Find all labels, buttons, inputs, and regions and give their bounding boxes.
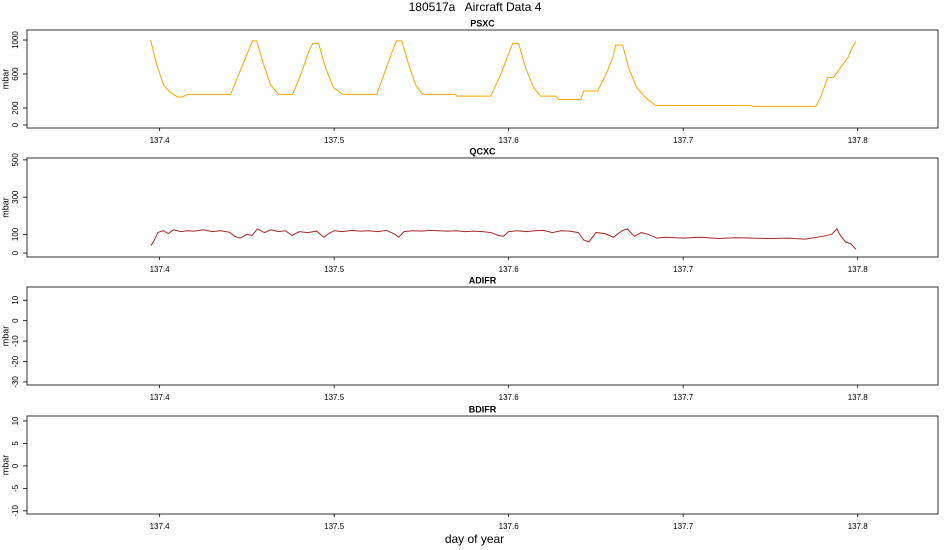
x-tick-label: 137.8 (848, 522, 869, 531)
x-tick-label: 137.4 (150, 522, 171, 531)
y-tick-label: 10 (11, 416, 20, 425)
y-tick-label: 1000 (11, 31, 20, 49)
x-tick-label: 137.4 (150, 393, 171, 402)
x-tick-label: 137.4 (150, 265, 171, 274)
figure-title: 180517a Aircraft Data 4 (409, 0, 542, 14)
x-tick-label: 137.5 (324, 265, 345, 274)
x-tick-label: 137.5 (324, 136, 345, 145)
y-tick-label: 0 (11, 318, 20, 323)
x-tick-label: 137.8 (848, 265, 869, 274)
x-tick-label: 137.4 (150, 136, 171, 145)
panel-title: ADIFR (469, 275, 497, 285)
y-axis-label: mbar (0, 326, 10, 347)
y-tick-label: 500 (11, 153, 20, 167)
x-tick-label: 137.7 (673, 393, 694, 402)
y-axis-label: mbar (0, 69, 10, 90)
data-line (150, 39, 857, 107)
data-line (150, 227, 857, 250)
y-tick-label: -20 (11, 355, 20, 367)
y-tick-label: 100 (11, 227, 20, 241)
y-axis-label: mbar (0, 197, 10, 218)
x-tick-label: 137.6 (499, 265, 520, 274)
y-tick-label: 200 (11, 101, 20, 115)
x-tick-label: 137.5 (324, 393, 345, 402)
y-tick-label: -10 (11, 505, 20, 517)
y-tick-label: 0 (11, 463, 20, 468)
y-axis-label: mbar (0, 455, 10, 476)
x-tick-label: 137.7 (673, 265, 694, 274)
x-tick-label: 137.6 (499, 136, 520, 145)
y-tick-label: 10 (11, 295, 20, 304)
plot-frame (26, 29, 939, 129)
y-tick-label: 5 (11, 441, 20, 446)
x-tick-label: 137.7 (673, 136, 694, 145)
plot-frame (26, 157, 939, 258)
panel-title: QCXC (469, 146, 496, 156)
y-tick-label: 600 (11, 67, 20, 81)
x-tick-label: 137.7 (673, 522, 694, 531)
y-tick-label: -10 (11, 335, 20, 347)
x-tick-label: 137.6 (499, 393, 520, 402)
plot-frame (26, 286, 939, 386)
y-tick-label: 300 (11, 190, 20, 204)
x-tick-label: 137.8 (848, 136, 869, 145)
x-axis-label: day of year (445, 532, 504, 546)
y-tick-label: -5 (11, 484, 20, 492)
panel-title: PSXC (470, 18, 495, 28)
plot-frame (26, 415, 939, 515)
y-tick-label: 0 (11, 122, 20, 127)
x-tick-label: 137.8 (848, 393, 869, 402)
y-tick-label: -30 (11, 376, 20, 388)
panel-title: BDIFR (469, 404, 497, 414)
x-tick-label: 137.6 (499, 522, 520, 531)
x-tick-label: 137.5 (324, 522, 345, 531)
y-tick-label: 0 (11, 250, 20, 255)
